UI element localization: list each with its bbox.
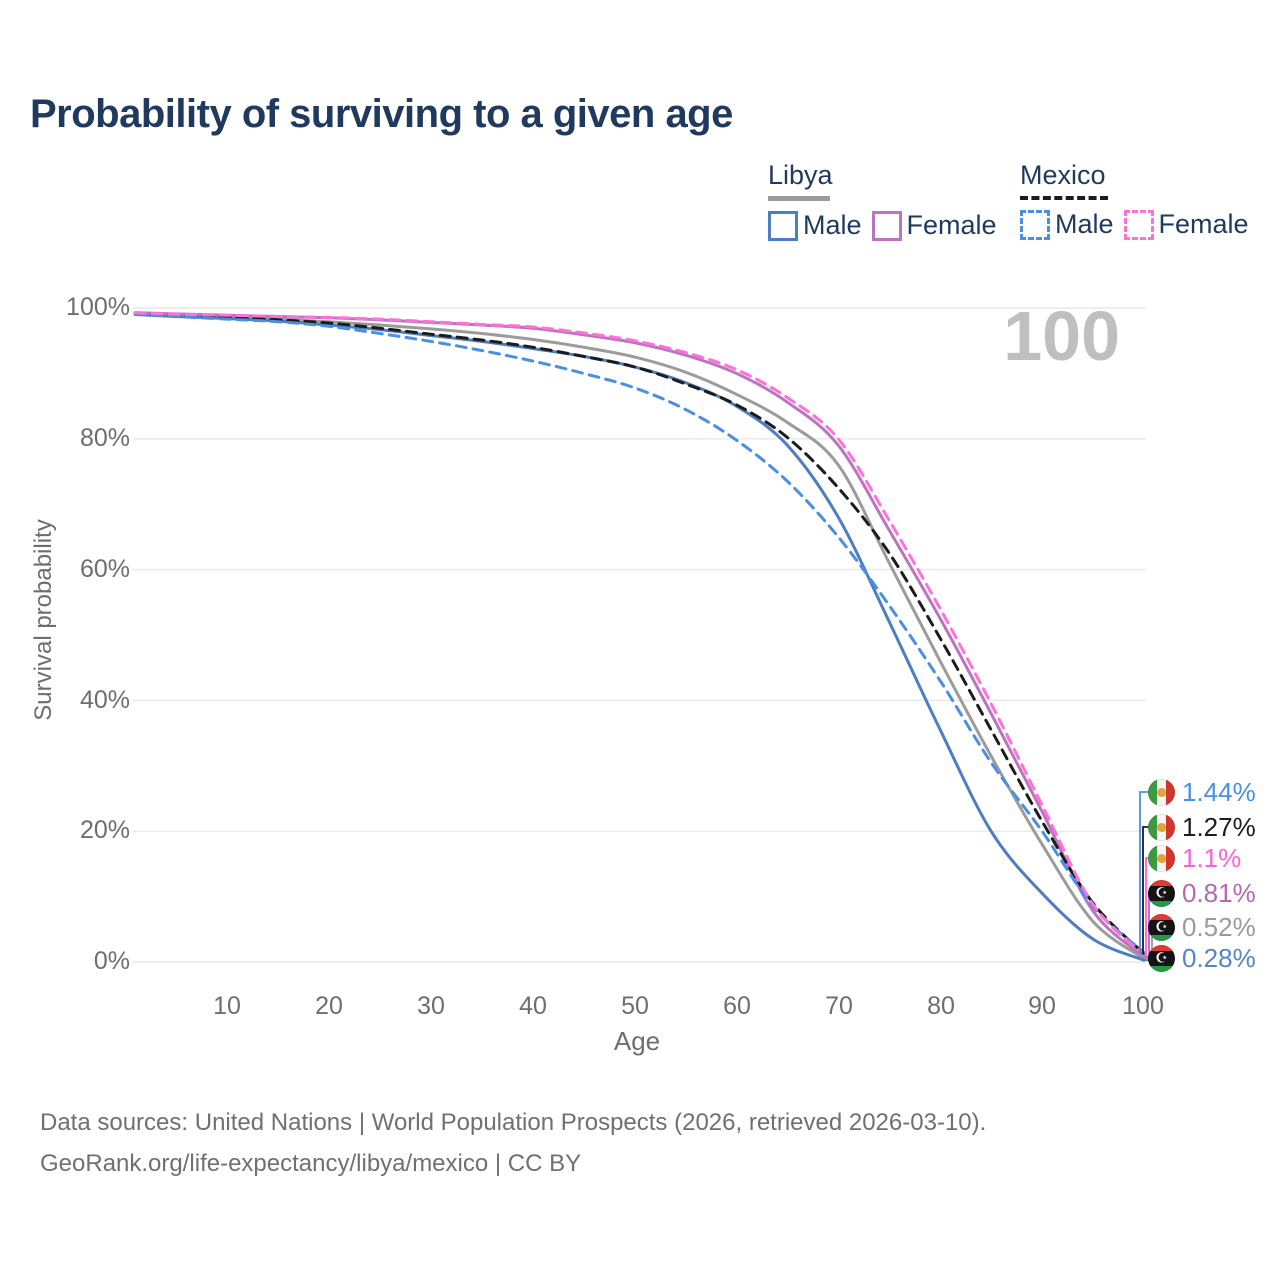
legend-group-mexico: Mexico Male Female <box>1020 160 1249 240</box>
libya-male-swatch-icon <box>768 210 798 241</box>
legend-item-libya-female[interactable]: Female <box>871 210 997 241</box>
x-tick-30: 30 <box>417 992 445 1020</box>
survival-curves <box>133 311 1146 962</box>
end-value: 1.1% <box>1182 842 1242 873</box>
x-tick-50: 50 <box>621 992 649 1020</box>
country-flag-icon <box>1148 844 1175 872</box>
legend-label: Male <box>1055 209 1114 239</box>
mexico-dashed-line-sample <box>1020 196 1108 200</box>
legend-label: Female <box>906 210 997 240</box>
x-tick-90: 90 <box>1028 992 1056 1020</box>
x-tick-20: 20 <box>315 992 343 1020</box>
x-tick-80: 80 <box>927 992 955 1020</box>
legend-country-mexico: Mexico <box>1020 160 1106 190</box>
libya-solid-line-sample <box>768 196 830 201</box>
end-value: 0.52% <box>1182 911 1256 942</box>
gridlines <box>133 307 1146 963</box>
end-value: 1.44% <box>1182 776 1256 807</box>
legend-item-mexico-male[interactable]: Male <box>1020 209 1114 240</box>
curve-libya-female[interactable] <box>133 311 1146 959</box>
y-tick-60: 60% <box>79 555 130 583</box>
end-value: 0.28% <box>1182 942 1256 973</box>
curve-mexico-female[interactable] <box>133 311 1146 957</box>
x-axis-title: Age <box>613 1026 661 1056</box>
y-tick-40: 40% <box>79 686 130 714</box>
y-tick-80: 80% <box>79 424 130 452</box>
end-label-mexico-male: 1.44% <box>1148 777 1256 807</box>
x-tick-70: 70 <box>825 992 853 1020</box>
legend-label: Male <box>803 210 862 240</box>
end-label-mexico-female: 1.1% <box>1148 843 1241 873</box>
x-tick-40: 40 <box>519 992 547 1020</box>
country-flag-icon <box>1148 913 1175 941</box>
end-label-libya-total: 0.52% <box>1148 912 1256 942</box>
y-tick-20: 20% <box>79 816 130 844</box>
page-title: Probability of surviving to a given age <box>30 92 733 136</box>
end-value: 0.81% <box>1182 877 1256 908</box>
country-flag-icon <box>1148 778 1175 806</box>
x-tick-100: 100 <box>1122 992 1164 1020</box>
legend-item-mexico-female[interactable]: Female <box>1123 209 1249 240</box>
country-flag-icon <box>1148 944 1175 972</box>
curve-mexico-total[interactable] <box>133 311 1146 956</box>
curve-libya-male[interactable] <box>133 313 1146 962</box>
country-flag-icon <box>1148 813 1175 841</box>
footer-line-1: Data sources: United Nations | World Pop… <box>40 1109 987 1136</box>
legend-label: Female <box>1158 209 1249 239</box>
curve-libya-total[interactable] <box>133 312 1146 961</box>
y-tick-0: 0% <box>93 947 130 975</box>
mexico-male-swatch-icon <box>1020 209 1050 240</box>
age-watermark: 100 <box>1003 297 1120 375</box>
end-label-libya-female: 0.81% <box>1148 878 1256 908</box>
libya-female-swatch-icon <box>871 210 902 241</box>
end-label-libya-male: 0.28% <box>1148 943 1256 973</box>
x-tick-60: 60 <box>723 992 751 1020</box>
data-sources-note: Data sources: United Nations | World Pop… <box>40 1102 986 1184</box>
end-label-mexico-total: 1.27% <box>1148 812 1256 842</box>
legend-country-libya: Libya <box>768 160 833 190</box>
y-tick-100: 100% <box>66 293 130 321</box>
end-value: 1.27% <box>1182 811 1256 842</box>
legend-item-libya-male[interactable]: Male <box>768 210 862 241</box>
legend-group-libya: Libya Male Female <box>768 160 997 241</box>
country-flag-icon <box>1148 879 1175 907</box>
footer-line-2: GeoRank.org/life-expectancy/libya/mexico… <box>40 1150 582 1177</box>
mexico-female-swatch-icon <box>1123 209 1154 240</box>
x-tick-10: 10 <box>213 992 241 1020</box>
curve-mexico-male[interactable] <box>133 312 1146 955</box>
